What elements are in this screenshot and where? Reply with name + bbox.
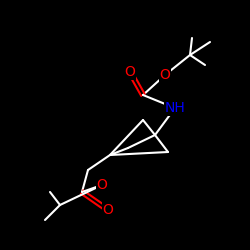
Text: O: O bbox=[96, 178, 108, 192]
Text: O: O bbox=[102, 203, 114, 217]
Text: O: O bbox=[160, 68, 170, 82]
Text: O: O bbox=[124, 65, 136, 79]
Text: NH: NH bbox=[164, 101, 186, 115]
